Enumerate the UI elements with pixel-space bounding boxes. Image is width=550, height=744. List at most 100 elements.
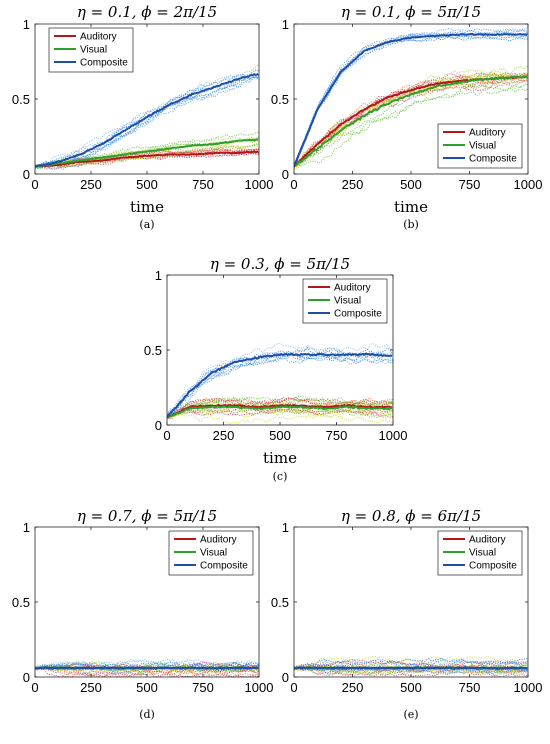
x-tick-label: 500	[269, 428, 291, 443]
x-axis-label: time	[130, 198, 164, 216]
mean-line-composite	[35, 72, 259, 168]
trial-line-visual	[294, 664, 528, 676]
mean-line-visual	[294, 75, 528, 168]
trial-line-composite	[35, 661, 259, 670]
series-lines	[35, 64, 259, 170]
panel-title: η = 0.7, ϕ = 5π/15	[77, 507, 217, 525]
legend: Auditory Visual Composite	[302, 278, 388, 324]
x-tick-label: 250	[342, 177, 364, 192]
trial-line-visual	[167, 398, 393, 419]
series-lines	[294, 27, 528, 171]
mean-line-composite	[294, 666, 528, 670]
x-tick-label: 1000	[379, 428, 408, 443]
y-tick-label: 1	[282, 17, 289, 32]
x-tick-label: 1000	[245, 680, 274, 695]
trial-line-visual	[167, 410, 393, 420]
panel-line-1: η = 0.1, ϕ = 2π/15 0 250 500 750 1000 0 0.5 1 tim…	[12, 3, 274, 231]
x-tick-label: 250	[80, 177, 102, 192]
trial-line-visual	[294, 655, 528, 669]
y-tick-label: 0	[23, 167, 30, 182]
trial-line-auditory	[35, 660, 259, 670]
legend: Auditory Visual Composite	[437, 123, 523, 169]
trial-line-composite	[35, 658, 259, 669]
trial-line-visual	[167, 408, 393, 418]
legend-label-composite: Composite	[200, 561, 248, 572]
series-lines	[167, 343, 393, 425]
legend-label-composite: Composite	[334, 309, 382, 320]
legend-label-auditory: Auditory	[80, 32, 117, 43]
trial-line-auditory	[167, 408, 393, 418]
legend-label-auditory: Auditory	[469, 535, 506, 546]
trial-line-composite	[294, 666, 528, 675]
legend-label-auditory: Auditory	[469, 128, 506, 139]
trial-line-composite	[294, 36, 528, 168]
legend: Auditory Visual Composite	[437, 530, 523, 576]
x-tick-label: 1000	[245, 177, 274, 192]
x-tick-label: 0	[31, 177, 38, 192]
trial-line-visual	[35, 664, 259, 673]
panel-line-5: η = 0.8, ϕ = 6π/15 0 250 500 750 1000 0 0.5 1 (e)…	[271, 507, 543, 721]
series-lines	[35, 658, 259, 677]
panel-caption: (d)	[139, 708, 155, 721]
trial-line-auditory	[167, 401, 393, 420]
mean-line-composite	[167, 352, 393, 418]
trial-line-visual	[167, 406, 393, 417]
legend-label-visual: Visual	[469, 141, 496, 152]
legend-label-auditory: Auditory	[200, 535, 237, 546]
trial-line-auditory	[35, 149, 259, 169]
trial-line-auditory	[35, 667, 259, 677]
trial-line-composite	[294, 27, 528, 166]
panel-line-3: η = 0.3, ϕ = 5π/15 0 250 500 750 1000 0 0.5 1 tim…	[144, 255, 408, 483]
panel-caption: (a)	[139, 218, 154, 231]
legend-label-composite: Composite	[80, 58, 128, 69]
x-tick-label: 250	[80, 680, 102, 695]
x-tick-label: 500	[136, 177, 158, 192]
y-tick-label: 0.5	[144, 343, 162, 358]
panel-title: η = 0.3, ϕ = 5π/15	[210, 255, 350, 273]
trial-line-visual	[294, 72, 528, 168]
trial-line-composite	[35, 661, 259, 670]
mean-line-auditory	[35, 150, 259, 168]
x-axis-label: time	[394, 198, 428, 216]
trial-line-visual	[294, 65, 528, 167]
panel-caption: (b)	[403, 218, 419, 231]
trial-line-visual	[294, 71, 528, 166]
mean-line-composite	[294, 32, 528, 168]
legend: Auditory Visual Composite	[48, 27, 134, 73]
trial-line-composite	[167, 343, 393, 419]
x-tick-label: 500	[400, 177, 422, 192]
trial-line-composite	[294, 29, 528, 167]
x-tick-label: 750	[459, 177, 481, 192]
trial-line-visual	[167, 405, 393, 418]
x-axis-label: time	[263, 449, 297, 467]
trial-line-auditory	[167, 397, 393, 419]
legend-label-visual: Visual	[334, 296, 361, 307]
legend-label-visual: Visual	[469, 548, 496, 559]
legend-label-visual: Visual	[80, 45, 107, 56]
mean-line-visual	[35, 138, 259, 168]
panel-title: η = 0.1, ϕ = 5π/15	[341, 3, 481, 21]
y-tick-label: 1	[23, 520, 30, 535]
trial-line-composite	[294, 33, 528, 167]
trial-line-composite	[167, 353, 393, 418]
y-tick-label: 1	[155, 268, 162, 283]
legend: Auditory Visual Composite	[168, 530, 254, 576]
legend-label-composite: Composite	[469, 561, 517, 572]
y-tick-label: 0	[282, 670, 289, 685]
x-tick-label: 1000	[514, 680, 543, 695]
panel-title: η = 0.8, ϕ = 6π/15	[341, 507, 481, 525]
y-tick-label: 0	[282, 167, 289, 182]
x-tick-label: 750	[459, 680, 481, 695]
x-tick-label: 1000	[514, 177, 543, 192]
panel-line-4: η = 0.7, ϕ = 5π/15 0 250 500 750 1000 0 0.5 1 (d)…	[12, 507, 274, 721]
x-tick-label: 500	[136, 680, 158, 695]
y-tick-label: 0.5	[12, 92, 30, 107]
legend-label-visual: Visual	[200, 548, 227, 559]
trial-line-auditory	[167, 398, 393, 419]
x-tick-label: 750	[326, 428, 348, 443]
trial-line-visual	[35, 660, 259, 670]
y-tick-label: 1	[282, 520, 289, 535]
trial-line-visual	[167, 395, 393, 418]
y-tick-label: 0.5	[271, 595, 289, 610]
